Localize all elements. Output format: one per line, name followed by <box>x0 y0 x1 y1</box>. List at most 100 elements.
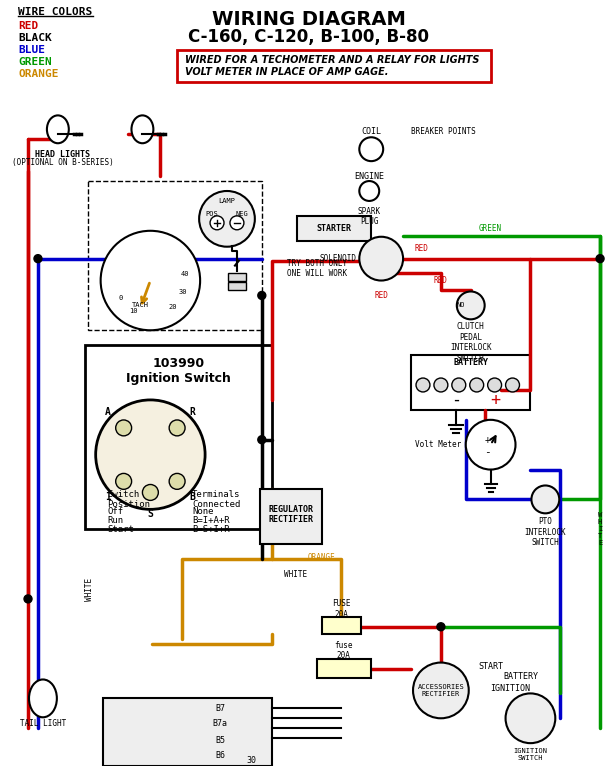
Circle shape <box>96 400 205 509</box>
Text: VOLT METER IN PLACE OF AMP GAGE.: VOLT METER IN PLACE OF AMP GAGE. <box>185 67 389 77</box>
Circle shape <box>199 191 255 247</box>
Text: +: + <box>484 435 491 445</box>
Text: BLUE: BLUE <box>18 45 45 55</box>
Circle shape <box>470 378 484 392</box>
Circle shape <box>359 237 403 280</box>
Polygon shape <box>228 282 246 290</box>
Text: RED: RED <box>18 21 38 31</box>
Text: C-160, C-120, B-100, B-80: C-160, C-120, B-100, B-80 <box>188 28 429 46</box>
Text: BATTERY: BATTERY <box>503 672 538 681</box>
Text: BATTERY: BATTERY <box>453 358 488 366</box>
Text: TACH: TACH <box>132 303 149 309</box>
Polygon shape <box>322 617 361 634</box>
Text: WIRED FOR A TECHOMETER AND A RELAY FOR LIGHTS: WIRED FOR A TECHOMETER AND A RELAY FOR L… <box>185 55 480 65</box>
Text: NO: NO <box>457 303 465 309</box>
Polygon shape <box>317 659 371 678</box>
Circle shape <box>169 420 185 436</box>
Text: -: - <box>484 447 491 457</box>
Text: ORANGE: ORANGE <box>18 68 58 78</box>
Circle shape <box>359 137 383 161</box>
Circle shape <box>505 694 555 743</box>
Text: +: + <box>491 391 500 409</box>
Polygon shape <box>411 355 530 410</box>
Circle shape <box>452 378 466 392</box>
Text: TRY BOTH ONLY
ONE WILL WORK: TRY BOTH ONLY ONE WILL WORK <box>287 259 347 278</box>
Circle shape <box>24 595 32 603</box>
Circle shape <box>101 231 200 330</box>
Ellipse shape <box>47 115 69 144</box>
Text: Run: Run <box>107 516 124 525</box>
Text: SPARK
PLUG: SPARK PLUG <box>358 207 381 227</box>
Text: B=I+A+R: B=I+A+R <box>192 516 230 525</box>
Circle shape <box>258 435 266 444</box>
Text: COIL: COIL <box>361 127 381 136</box>
Circle shape <box>359 181 379 201</box>
Text: Ignition Switch: Ignition Switch <box>126 372 231 385</box>
Text: HEAD LIGHTS: HEAD LIGHTS <box>36 150 90 159</box>
Text: IGNITION: IGNITION <box>491 684 530 693</box>
Circle shape <box>34 255 42 263</box>
Text: W
H
I
T
E: W H I T E <box>598 512 602 546</box>
Polygon shape <box>260 489 322 545</box>
Circle shape <box>532 485 559 513</box>
Text: LAMP: LAMP <box>219 198 236 204</box>
Ellipse shape <box>29 680 57 717</box>
Text: B=S+I+R: B=S+I+R <box>192 525 230 534</box>
Text: B6: B6 <box>215 750 225 760</box>
Circle shape <box>437 623 445 631</box>
Text: I: I <box>105 492 111 502</box>
Circle shape <box>230 216 244 230</box>
Text: RED: RED <box>375 291 388 300</box>
Text: NEG: NEG <box>236 211 248 217</box>
Text: R: R <box>190 408 195 418</box>
Polygon shape <box>103 698 272 766</box>
Text: B7a: B7a <box>212 719 228 728</box>
Polygon shape <box>177 50 491 81</box>
Text: Off: Off <box>107 507 124 516</box>
Text: GREEN: GREEN <box>479 224 502 233</box>
Text: FUSE
20A: FUSE 20A <box>332 599 351 618</box>
Text: IGNITION
SWITCH: IGNITION SWITCH <box>513 748 548 761</box>
Text: A: A <box>105 408 111 418</box>
Text: Start: Start <box>107 525 134 534</box>
Text: BLACK: BLACK <box>18 33 52 43</box>
Text: S: S <box>147 509 154 519</box>
Text: B7: B7 <box>215 703 225 713</box>
Polygon shape <box>85 345 272 529</box>
Text: START: START <box>478 662 503 671</box>
Text: Terminals
Connected: Terminals Connected <box>192 490 241 509</box>
Circle shape <box>258 292 266 300</box>
Circle shape <box>142 485 158 501</box>
Ellipse shape <box>131 115 154 144</box>
Text: 10: 10 <box>129 308 137 313</box>
Text: 30: 30 <box>247 756 257 765</box>
Circle shape <box>466 420 516 469</box>
Text: WHITE: WHITE <box>85 578 94 601</box>
Text: None: None <box>192 507 214 516</box>
Circle shape <box>488 378 502 392</box>
Text: 20: 20 <box>168 304 177 310</box>
Circle shape <box>115 473 131 489</box>
Text: 0: 0 <box>118 295 122 301</box>
Text: CLUTCH
PEDAL
INTERLOCK
SWITCH: CLUTCH PEDAL INTERLOCK SWITCH <box>450 323 492 362</box>
Text: REGULATOR
RECTIFIER: REGULATOR RECTIFIER <box>268 505 313 524</box>
Text: ORANGE: ORANGE <box>308 553 335 561</box>
Circle shape <box>505 378 519 392</box>
Circle shape <box>434 378 448 392</box>
Text: fuse
20A: fuse 20A <box>334 641 352 660</box>
Circle shape <box>457 292 484 319</box>
Polygon shape <box>228 273 246 280</box>
Text: WHITE: WHITE <box>284 570 307 578</box>
Text: ACCESSORIES
RECTIFIER: ACCESSORIES RECTIFIER <box>418 684 464 697</box>
Circle shape <box>413 663 468 718</box>
Text: Switch
Position: Switch Position <box>107 490 150 509</box>
Circle shape <box>596 255 604 263</box>
Circle shape <box>416 378 430 392</box>
Text: WIRING DIAGRAM: WIRING DIAGRAM <box>212 11 405 29</box>
Text: PTO
INTERLOCK
SWITCH: PTO INTERLOCK SWITCH <box>524 518 566 547</box>
Circle shape <box>169 473 185 489</box>
Text: B: B <box>190 492 195 502</box>
Circle shape <box>210 216 224 230</box>
Text: -: - <box>451 391 461 409</box>
Text: RED: RED <box>434 276 448 285</box>
